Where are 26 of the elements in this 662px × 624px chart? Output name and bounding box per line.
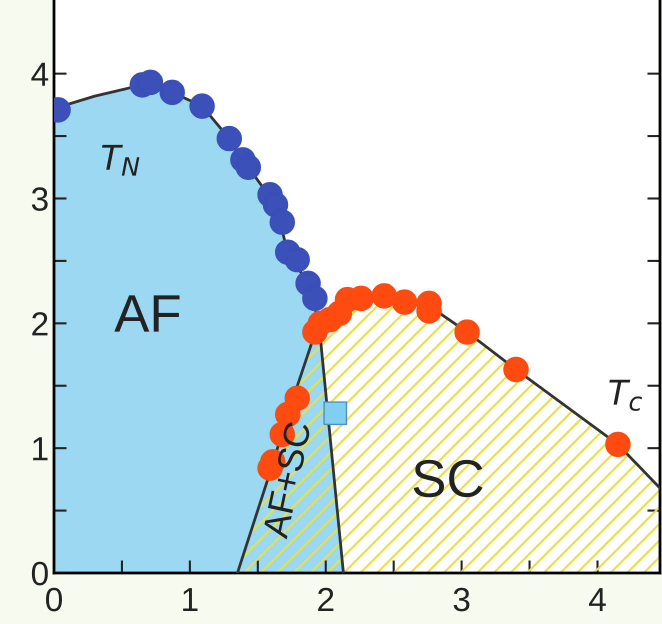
point xyxy=(270,209,295,235)
point xyxy=(159,80,185,106)
annotation: AF xyxy=(114,295,180,332)
x-tick-label: 3 xyxy=(454,588,470,612)
point xyxy=(189,93,215,119)
point xyxy=(236,154,262,180)
y-tick-label: 1 xyxy=(33,437,48,460)
point xyxy=(503,356,529,382)
point xyxy=(392,289,418,315)
y-tick-label: 3 xyxy=(32,187,48,211)
point xyxy=(454,319,480,345)
x-tick-label: 4 xyxy=(588,588,606,612)
y-tick-label: 0 xyxy=(32,562,48,586)
x-tick-label: 2 xyxy=(318,588,334,612)
point xyxy=(323,401,348,426)
point xyxy=(371,283,397,309)
y-tick-label: 4 xyxy=(31,62,48,86)
annotation: T$_{c}$ xyxy=(609,380,642,411)
point xyxy=(284,246,310,272)
point xyxy=(216,126,242,152)
annotation: T$_{N}$ xyxy=(102,144,140,176)
point xyxy=(302,286,328,312)
annotation: AF+SC xyxy=(262,420,312,540)
x-tick-label: 1 xyxy=(183,588,198,612)
y-tick-label: 2 xyxy=(32,312,48,336)
point xyxy=(605,432,631,458)
